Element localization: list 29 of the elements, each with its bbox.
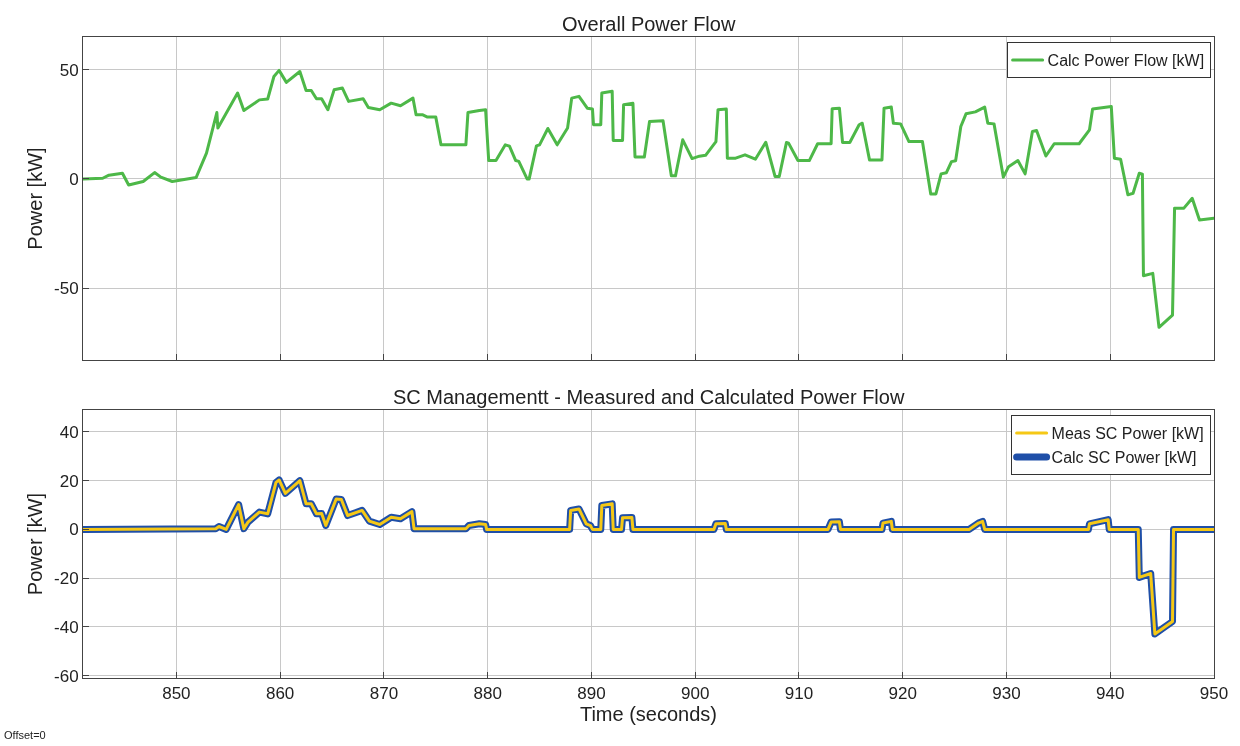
text: Offset=0 bbox=[4, 729, 46, 741]
y-tick-label: 0 bbox=[69, 169, 79, 189]
x-tick-label: 870 bbox=[369, 684, 399, 704]
y-tick-label: -50 bbox=[54, 278, 79, 298]
x-tick-label: 930 bbox=[992, 684, 1021, 704]
y-tick-label: 50 bbox=[59, 60, 79, 80]
x-tick-label: 860 bbox=[265, 684, 295, 704]
y-tick-label: 20 bbox=[59, 471, 79, 491]
y-tick-label: 0 bbox=[69, 520, 79, 540]
x-tick-label: 910 bbox=[784, 684, 814, 704]
y-axis-title: Power [kW] bbox=[23, 492, 46, 596]
y-tick-label: -60 bbox=[54, 666, 79, 686]
chart-title: Overall Power Flow bbox=[562, 13, 736, 35]
x-tick-label: 950 bbox=[1199, 684, 1229, 704]
legend-label: Meas SC Power [kW] bbox=[1051, 425, 1204, 443]
x-axis-title: Time (seconds) bbox=[579, 703, 718, 726]
x-tick-label: 920 bbox=[888, 684, 917, 704]
y-tick-label: 40 bbox=[59, 422, 79, 442]
y-tick-label: -20 bbox=[54, 569, 79, 589]
x-tick-label: 850 bbox=[162, 684, 191, 704]
y-axis-title: Power [kW] bbox=[23, 147, 46, 250]
x-tick-label: 890 bbox=[577, 684, 606, 704]
x-tick-label: 880 bbox=[473, 684, 502, 704]
legend-label: Calc Power Flow [kW] bbox=[1047, 52, 1205, 70]
x-tick-label: 940 bbox=[1096, 684, 1125, 704]
x-tick-label: 900 bbox=[681, 684, 710, 704]
legend-label: Calc SC Power [kW] bbox=[1051, 449, 1197, 467]
chart-title: SC Managementt - Measured and Calculated Power Flow bbox=[393, 386, 905, 408]
y-tick-label: -40 bbox=[54, 617, 79, 637]
